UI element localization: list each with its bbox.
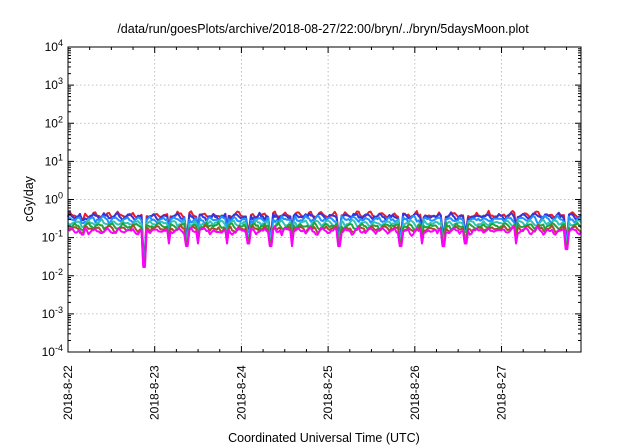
grid (68, 47, 581, 352)
y-tick-label: 101 (45, 152, 63, 168)
x-tick-label: 2018-8-25 (321, 365, 335, 420)
y-tick-label: 102 (45, 114, 63, 130)
x-tick-label: 2018-8-26 (408, 365, 422, 420)
y-tick-label: 100 (45, 191, 63, 207)
chart-title: /data/run/goesPlots/archive/2018-08-27/2… (117, 22, 529, 36)
series-line (67, 221, 582, 264)
y-tick-label: 104 (45, 38, 63, 54)
x-tick-label: 2018-8-23 (148, 365, 162, 420)
x-tick-label: 2018-8-27 (495, 365, 509, 420)
y-tick-label: 10-3 (42, 305, 63, 321)
axis-ticks (67, 46, 581, 353)
x-tick-labels: 2018-8-22 2018-8-23 2018-8-24 2018-8-25 2018… (61, 365, 509, 420)
series-line (67, 225, 582, 268)
y-tick-label: 103 (45, 76, 63, 92)
y-tick-labels: 104 103 102 101 100 10-1 10-2 10-3 10-4 (42, 38, 63, 359)
x-tick-label: 2018-8-22 (61, 365, 75, 420)
y-axis-label: cGy/day (22, 175, 36, 222)
series-line (67, 211, 582, 254)
series-line (67, 214, 582, 257)
x-tick-label: 2018-8-24 (234, 365, 248, 420)
y-tick-label: 10-4 (42, 343, 63, 359)
x-axis-label: Coordinated Universal Time (UTC) (228, 431, 420, 445)
series-line (67, 218, 582, 261)
y-tick-label: 10-2 (42, 267, 63, 283)
plot-series (67, 209, 582, 268)
y-tick-label: 10-1 (42, 229, 63, 245)
